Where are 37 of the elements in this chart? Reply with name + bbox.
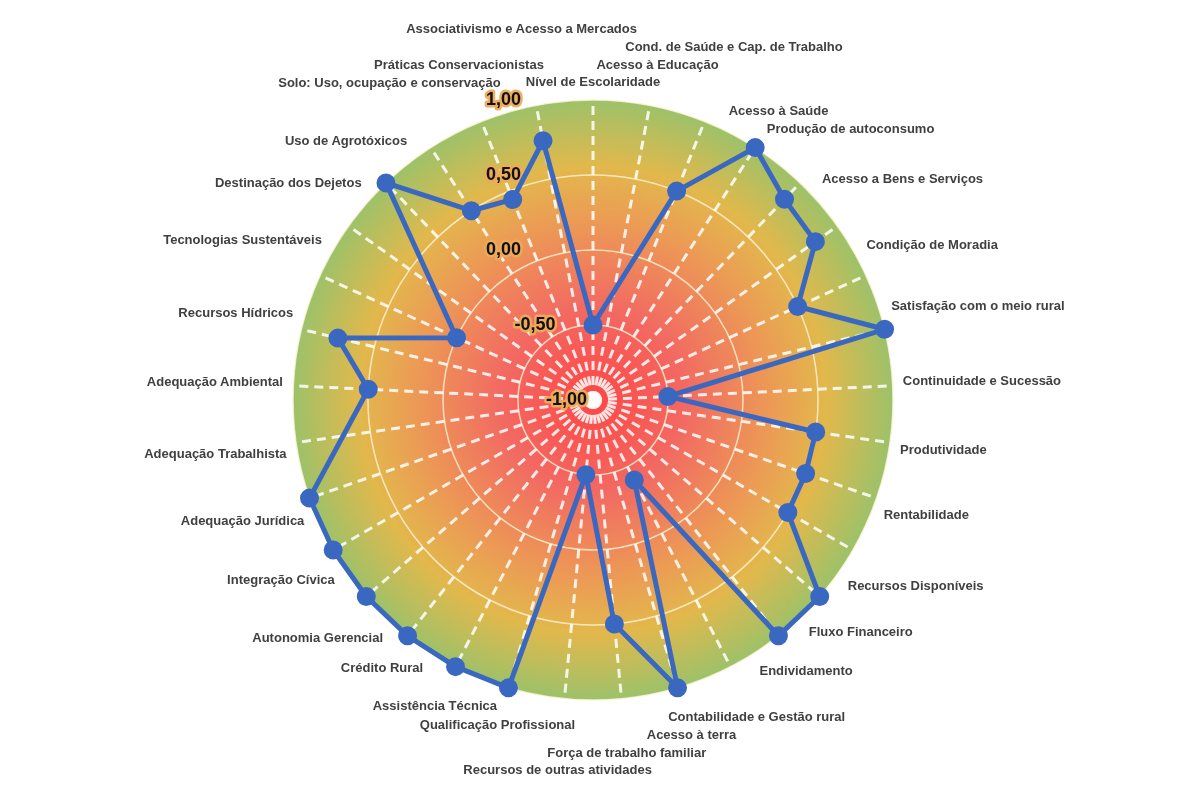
spoke-label: Adequação Jurídica [180,512,306,528]
spoke-label: Acesso à Saúde [728,102,829,118]
spoke-label: Contabilidade e Gestão rural [668,709,846,725]
y-tick-label: 1,00 [485,88,521,109]
spoke-label: Satisfação com o meio rural [891,298,1065,314]
spoke-label: Produção de autoconsumo [766,121,935,137]
spoke-label: Produtividade [900,441,987,457]
y-tick-label: 0,00 [485,238,521,259]
spoke-label: Continuidade e Sucessão [902,373,1062,389]
spoke-label: Crédito Rural [340,659,424,675]
spoke-label: Força de trabalho familiar [547,744,707,760]
spoke-label: Destinação dos Dejetos [214,174,362,190]
spoke-label: Adequação Trabalhista [144,445,288,461]
spoke-label: Fluxo Financeiro [808,623,913,639]
spoke-label: Recursos de outras atividades [463,762,652,778]
spoke-label: Integração Cívica [227,571,336,587]
spoke-label: Rentabilidade [883,506,969,522]
spoke-label: Acesso à terra [646,727,738,743]
spoke-label: Recursos Disponíveis [847,577,984,593]
spoke-label: Condição de Moradia [866,236,999,252]
spoke-label: Cond. de Saúde e Cap. de Trabalho [625,39,843,55]
spoke-label: Acesso a Bens e Serviços [821,171,984,187]
spoke-label: Tecnologias Sustentáveis [163,231,322,247]
spoke-label: Nível de Escolaridade [525,74,661,90]
spoke-label: Assistência Técnica [372,698,498,714]
spoke-label: Acesso à Educação [596,56,719,72]
spoke-label: Associativismo e Acesso a Mercados [406,21,637,37]
spoke-label: Qualificação Profissional [419,716,576,732]
spoke-label: Uso de Agrotóxicos [284,132,408,148]
spoke-label: Adequação Ambiental [146,373,283,389]
spoke-label: Endividamento [759,662,853,678]
spoke-label: Solo: Uso, ocupação e conservação [278,74,501,90]
spoke-label: Práticas Conservacionistas [374,56,544,72]
spoke-label: Autonomia Gerencial [252,630,384,646]
y-tick-label: 0,50 [485,163,521,184]
spoke-label: Recursos Hídricos [178,304,294,320]
y-tick-label: -0,50 [514,313,556,334]
